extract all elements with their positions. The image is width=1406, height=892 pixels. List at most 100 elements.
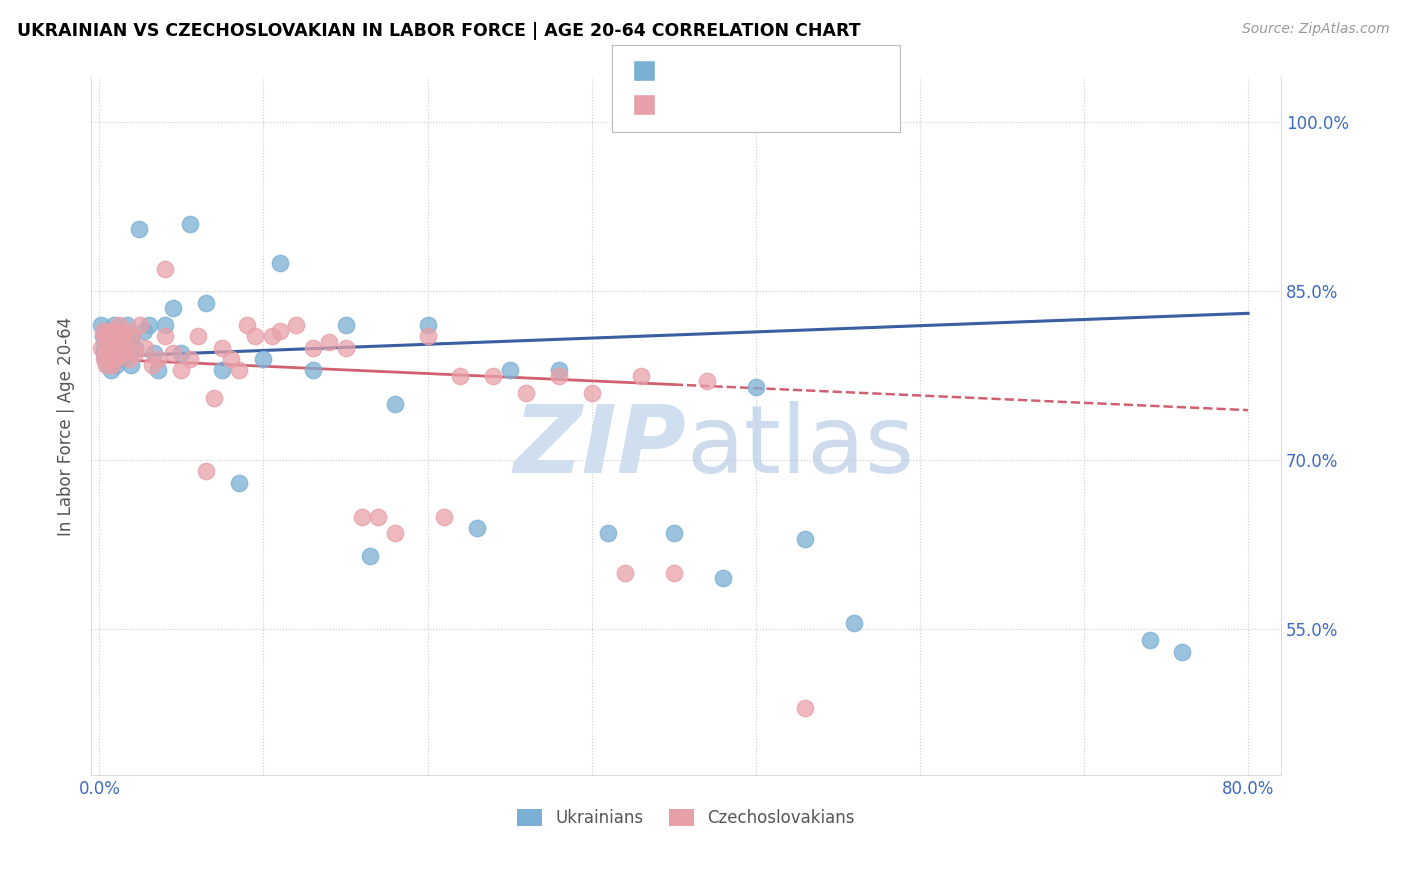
Point — [118, 351, 141, 366]
Point — [112, 329, 135, 343]
Point — [269, 324, 291, 338]
Point — [107, 329, 129, 343]
Point — [162, 346, 184, 360]
Point — [93, 346, 115, 360]
Point — [228, 363, 250, 377]
Point — [118, 346, 141, 360]
Point — [449, 368, 471, 383]
Point — [101, 324, 124, 338]
Point — [93, 351, 115, 366]
Point — [128, 222, 150, 236]
Point — [108, 318, 131, 332]
Point — [94, 351, 117, 366]
Point — [195, 465, 218, 479]
Point — [97, 329, 120, 343]
Point — [98, 346, 121, 360]
Point — [482, 368, 505, 383]
Point — [107, 329, 129, 343]
Point — [153, 329, 176, 343]
Point — [195, 295, 218, 310]
Point — [117, 318, 139, 332]
Point — [103, 324, 125, 338]
Text: Source: ZipAtlas.com: Source: ZipAtlas.com — [1241, 22, 1389, 37]
Text: N = 59: N = 59 — [815, 62, 882, 79]
Point — [148, 351, 170, 366]
Point — [465, 521, 488, 535]
Point — [114, 329, 136, 343]
Point — [367, 509, 389, 524]
Text: atlas: atlas — [686, 401, 914, 493]
Point — [108, 324, 131, 338]
Point — [187, 329, 209, 343]
Point — [598, 526, 620, 541]
Point — [97, 341, 120, 355]
Point — [384, 397, 406, 411]
Point — [285, 318, 308, 332]
Point — [101, 341, 124, 355]
Point — [498, 363, 520, 377]
Point — [228, 475, 250, 490]
Point — [90, 341, 112, 355]
Point — [98, 329, 121, 343]
Point — [202, 392, 225, 406]
Point — [745, 380, 768, 394]
Point — [132, 324, 155, 338]
Point — [794, 532, 817, 546]
Text: UKRAINIAN VS CZECHOSLOVAKIAN IN LABOR FORCE | AGE 20-64 CORRELATION CHART: UKRAINIAN VS CZECHOSLOVAKIAN IN LABOR FO… — [17, 22, 860, 40]
Point — [301, 341, 323, 355]
Point — [98, 324, 121, 338]
Point — [121, 329, 143, 343]
Point — [104, 346, 127, 360]
Point — [91, 329, 114, 343]
Point — [110, 351, 132, 366]
Point — [170, 363, 193, 377]
Point — [101, 358, 124, 372]
Point — [547, 368, 569, 383]
Point — [114, 324, 136, 338]
Point — [97, 334, 120, 349]
Point — [794, 701, 817, 715]
Point — [103, 346, 125, 360]
Point — [581, 385, 603, 400]
Y-axis label: In Labor Force | Age 20-64: In Labor Force | Age 20-64 — [58, 317, 75, 536]
Point — [335, 318, 357, 332]
Point — [112, 346, 135, 360]
Legend: Ukrainians, Czechoslovakians: Ukrainians, Czechoslovakians — [510, 802, 862, 833]
Point — [433, 509, 456, 524]
Point — [110, 341, 132, 355]
Point — [98, 346, 121, 360]
Point — [613, 566, 636, 580]
Point — [100, 329, 122, 343]
Point — [121, 329, 143, 343]
Point — [94, 358, 117, 372]
Point — [104, 358, 127, 372]
Point — [211, 341, 233, 355]
Point — [269, 256, 291, 270]
Point — [179, 217, 201, 231]
Point — [416, 318, 439, 332]
Point — [103, 318, 125, 332]
Point — [162, 301, 184, 316]
Point — [1139, 633, 1161, 648]
Point — [696, 375, 718, 389]
Text: ZIP: ZIP — [513, 401, 686, 493]
Point — [117, 341, 139, 355]
Point — [170, 346, 193, 360]
Point — [252, 351, 274, 366]
Point — [134, 341, 156, 355]
Text: N = 65: N = 65 — [815, 95, 882, 113]
Point — [111, 346, 134, 360]
Point — [662, 566, 685, 580]
Point — [1171, 645, 1194, 659]
Point — [129, 318, 152, 332]
Point — [153, 318, 176, 332]
Point — [100, 341, 122, 355]
Point — [148, 363, 170, 377]
Point — [120, 358, 142, 372]
Point — [101, 351, 124, 366]
Point — [318, 334, 340, 349]
Point — [301, 363, 323, 377]
Point — [359, 549, 381, 563]
Point — [844, 616, 866, 631]
Point — [335, 341, 357, 355]
